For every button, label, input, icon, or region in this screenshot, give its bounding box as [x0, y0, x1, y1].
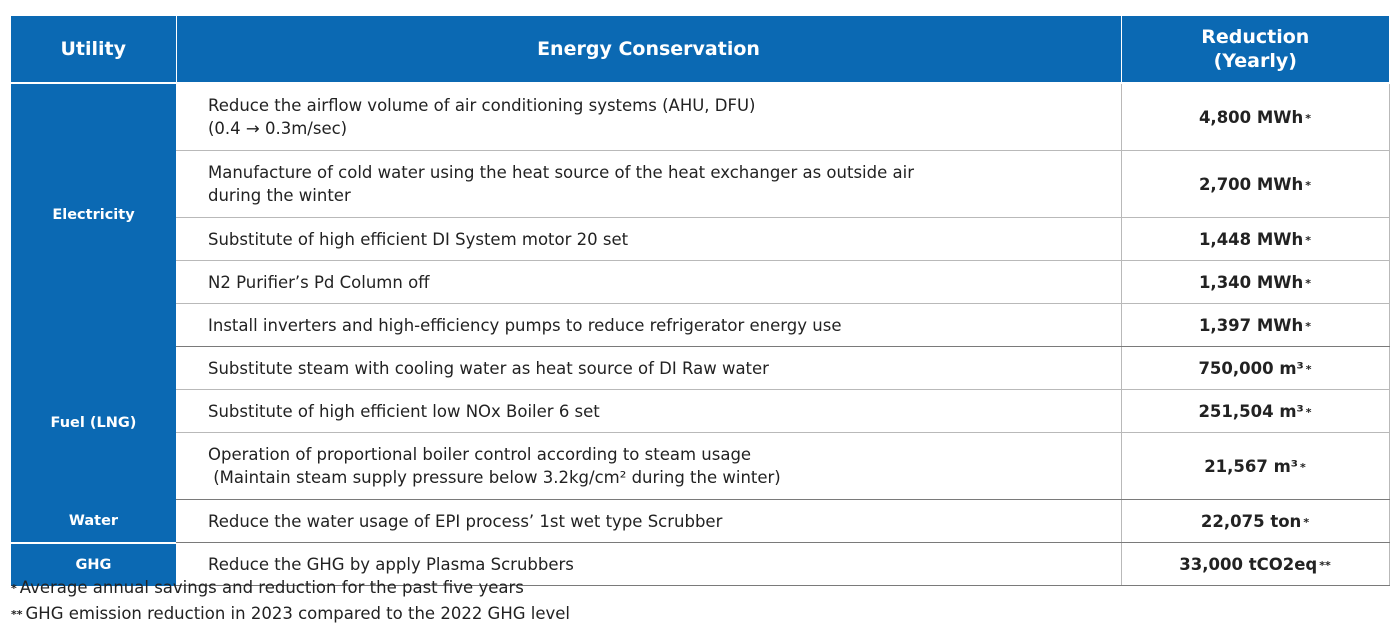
measure-line2: during the winter — [208, 186, 351, 205]
table-row: Electricity Reduce the airflow volume of… — [11, 83, 1390, 347]
table-row: Substitute of high efficient low NOx Boi… — [11, 389, 1390, 433]
measure-line1: Operation of proportional boiler control… — [208, 445, 752, 464]
utility-water: Water — [11, 499, 176, 544]
footnote-mark: * — [1305, 362, 1312, 376]
table-row: Substitute of high efficient DI System m… — [11, 217, 1390, 261]
footnote-mark: * — [1305, 276, 1312, 290]
reduction-value: 22,075 ton * — [1120, 499, 1390, 543]
table-row: Manufacture of cold water using the heat… — [11, 150, 1390, 218]
reduction-amount: 21,567 m³ — [1204, 456, 1299, 476]
reduction-value: 21,567 m³ * — [1120, 432, 1390, 500]
measure-line1: Install inverters and high-efficiency pu… — [208, 315, 842, 335]
footnote-mark: * — [11, 582, 17, 595]
reduction-amount: 4,800 MWh — [1198, 107, 1304, 127]
footnote-mark: * — [1303, 515, 1310, 529]
measure-line1: Substitute steam with cooling water as h… — [208, 358, 769, 378]
reduction-amount: 1,397 MWh — [1198, 315, 1304, 335]
reduction-value: 750,000 m³ * — [1120, 346, 1390, 390]
header-reduction-line2: (Yearly) — [1213, 50, 1297, 72]
table-row: GHG Reduce the GHG by apply Plasma Scrub… — [11, 542, 1390, 586]
conservation-measure: Reduce the water usage of EPI process’ 1… — [176, 499, 1121, 543]
conservation-measure: N2 Purifier’s Pd Column off — [176, 260, 1121, 304]
reduction-amount: 251,504 m³ — [1198, 401, 1304, 421]
measure-line1: N2 Purifier’s Pd Column off — [208, 272, 430, 292]
footnote-mark: ** — [11, 608, 23, 621]
table-row: Water Reduce the water usage of EPI proc… — [11, 499, 1390, 544]
utility-ghg: GHG — [11, 542, 176, 586]
footnote-mark: * — [1300, 460, 1306, 474]
header-reduction: Reduction (Yearly) — [1120, 16, 1389, 83]
table-row: Operation of proportional boiler control… — [11, 432, 1390, 500]
footnote-mark: ** — [1319, 558, 1331, 572]
utility-fuel-lng: Fuel (LNG) — [11, 346, 176, 500]
table-row: Fuel (LNG) Substitute steam with cooling… — [11, 346, 1390, 500]
measure-line1: Substitute of high efficient low NOx Boi… — [208, 401, 600, 421]
footnote-mark: * — [1305, 319, 1312, 333]
conservation-measure: Install inverters and high-efficiency pu… — [176, 303, 1121, 347]
reduction-value: 2,700 MWh * — [1120, 150, 1390, 218]
measure-line1: Reduce the water usage of EPI process’ 1… — [208, 511, 723, 531]
footnote-text: Average annual savings and reduction for… — [19, 578, 524, 597]
footnote-mark: * — [1305, 405, 1312, 419]
measure-line1: Reduce the airflow volume of air conditi… — [208, 96, 756, 115]
reduction-value: 1,340 MWh * — [1120, 260, 1390, 304]
measure-line1: Substitute of high efficient DI System m… — [208, 229, 629, 249]
conservation-measure: Substitute steam with cooling water as h… — [176, 346, 1121, 390]
footnote-text: GHG emission reduction in 2023 compared … — [25, 604, 571, 623]
conservation-measure: Substitute of high efficient DI System m… — [176, 217, 1121, 261]
conservation-measure: Reduce the GHG by apply Plasma Scrubbers — [176, 542, 1121, 586]
reduction-value: 33,000 tCO2eq ** — [1120, 542, 1390, 586]
measure-line2: (0.4 → 0.3m/sec) — [208, 119, 348, 138]
reduction-amount: 1,448 MWh — [1198, 229, 1304, 249]
conservation-measure: Reduce the airflow volume of air conditi… — [176, 83, 1121, 151]
measure-line1: Manufacture of cold water using the heat… — [208, 163, 914, 182]
measure-line2: (Maintain steam supply pressure below 3.… — [208, 468, 781, 487]
energy-conservation-table: Utility Energy Conservation Reduction (Y… — [11, 16, 1390, 586]
reduction-value: 4,800 MWh * — [1120, 83, 1390, 151]
footnote-mark: * — [1305, 233, 1312, 247]
header-utility: Utility — [11, 16, 176, 83]
measure-line1: Reduce the GHG by apply Plasma Scrubbers — [208, 554, 574, 574]
reduction-amount: 22,075 ton — [1200, 511, 1302, 531]
conservation-measure: Operation of proportional boiler control… — [176, 432, 1121, 500]
conservation-measure: Manufacture of cold water using the heat… — [176, 150, 1121, 218]
table-header-row: Utility Energy Conservation Reduction (Y… — [11, 16, 1389, 83]
reduction-amount: 2,700 MWh — [1198, 174, 1304, 194]
footnote-mark: * — [1305, 111, 1312, 125]
reduction-amount: 33,000 tCO2eq — [1179, 554, 1318, 574]
reduction-amount: 1,340 MWh — [1198, 272, 1304, 292]
footnotes: * Average annual savings and reduction fo… — [11, 575, 570, 627]
utility-electricity: Electricity — [11, 83, 176, 347]
reduction-value: 251,504 m³ * — [1120, 389, 1390, 433]
footnote-mark: * — [1305, 178, 1312, 192]
reduction-value: 1,397 MWh * — [1120, 303, 1390, 347]
header-reduction-line1: Reduction — [1201, 26, 1310, 48]
table-row: Install inverters and high-efficiency pu… — [11, 303, 1390, 347]
conservation-measure: Substitute of high efficient low NOx Boi… — [176, 389, 1121, 433]
reduction-amount: 750,000 m³ — [1198, 358, 1304, 378]
header-energy-conservation: Energy Conservation — [175, 16, 1121, 83]
table-row: N2 Purifier’s Pd Column off 1,340 MWh * — [11, 260, 1390, 304]
footnote: * Average annual savings and reduction fo… — [11, 575, 570, 601]
reduction-value: 1,448 MWh * — [1120, 217, 1390, 261]
footnote: ** GHG emission reduction in 2023 compare… — [11, 601, 570, 627]
